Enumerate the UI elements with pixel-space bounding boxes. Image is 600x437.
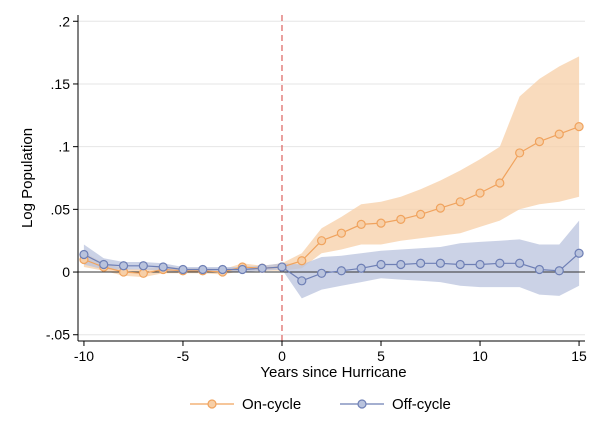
point-off-cycle-17	[416, 258, 426, 268]
point-off-cycle-24	[554, 266, 564, 276]
point-on-cycle-19	[455, 197, 465, 207]
point-off-cycle-25	[574, 248, 584, 258]
point-off-cycle-11	[297, 276, 307, 286]
point-on-cycle-3	[138, 268, 148, 278]
point-on-cycle-15	[376, 218, 386, 228]
point-off-cycle-15	[376, 259, 386, 270]
series-points	[79, 121, 584, 286]
point-on-cycle-13	[336, 228, 347, 238]
point-off-cycle-6	[198, 264, 208, 275]
y-tick-label-1: 0	[62, 264, 70, 280]
point-off-cycle-8	[237, 264, 247, 275]
point-on-cycle-11	[297, 256, 307, 266]
x-tick-label-4: 10	[472, 348, 488, 364]
x-tick-label-5: 15	[571, 348, 587, 364]
y-tick-label-5: .2	[58, 13, 70, 29]
point-on-cycle-20	[475, 188, 485, 198]
point-off-cycle-9	[257, 263, 267, 273]
y-tick-label-0: -.05	[46, 327, 70, 343]
point-off-cycle-10	[277, 262, 287, 272]
point-off-cycle-3	[138, 261, 148, 271]
ci-band-on-cycle	[83, 56, 580, 278]
y-tick-label-4: .15	[51, 76, 71, 92]
legend-marker-on-cycle	[207, 399, 217, 409]
point-off-cycle-23	[534, 264, 545, 275]
point-off-cycle-1	[99, 259, 109, 270]
point-off-cycle-14	[356, 263, 366, 273]
legend-marker-off-cycle	[357, 399, 367, 409]
point-off-cycle-5	[178, 264, 188, 275]
point-off-cycle-13	[336, 266, 347, 276]
x-tick-label-1: -5	[177, 348, 190, 364]
point-off-cycle-2	[118, 261, 129, 271]
point-off-cycle-20	[475, 259, 485, 270]
point-on-cycle-12	[316, 236, 327, 246]
point-on-cycle-24	[554, 129, 564, 139]
x-tick-label-2: 0	[278, 348, 286, 364]
point-on-cycle-25	[574, 121, 584, 132]
point-off-cycle-21	[495, 258, 505, 268]
point-on-cycle-16	[396, 214, 406, 224]
x-tick-label-3: 5	[377, 348, 385, 364]
point-off-cycle-18	[435, 258, 446, 268]
x-tick-label-0: -10	[74, 348, 94, 364]
y-tick-label-3: .1	[58, 139, 70, 155]
point-off-cycle-12	[316, 268, 327, 278]
legend-label-on-cycle: On-cycle	[242, 396, 301, 413]
point-on-cycle-17	[416, 209, 426, 219]
point-on-cycle-18	[435, 203, 446, 213]
point-on-cycle-23	[534, 137, 545, 147]
point-off-cycle-19	[455, 259, 465, 270]
point-off-cycle-7	[217, 264, 228, 275]
point-off-cycle-22	[515, 258, 525, 268]
legend: On-cycle Off-cycle	[190, 396, 451, 413]
point-on-cycle-14	[356, 219, 366, 229]
y-axis-title: Log Population	[19, 128, 36, 228]
confidence-bands	[83, 56, 580, 299]
axes: -10 -5 0 5 10 15 -.05 0 .05 .1 .15 .2 Years since Hu…	[19, 13, 587, 381]
point-off-cycle-16	[396, 259, 406, 270]
legend-label-off-cycle: Off-cycle	[392, 396, 451, 413]
ci-band-off-cycle	[83, 220, 580, 299]
point-on-cycle-21	[495, 178, 505, 188]
point-off-cycle-0	[79, 249, 89, 260]
x-axis-title: Years since Hurricane	[260, 364, 406, 381]
point-on-cycle-22	[515, 148, 525, 158]
y-tick-label-2: .05	[51, 201, 71, 217]
point-off-cycle-4	[158, 262, 168, 272]
